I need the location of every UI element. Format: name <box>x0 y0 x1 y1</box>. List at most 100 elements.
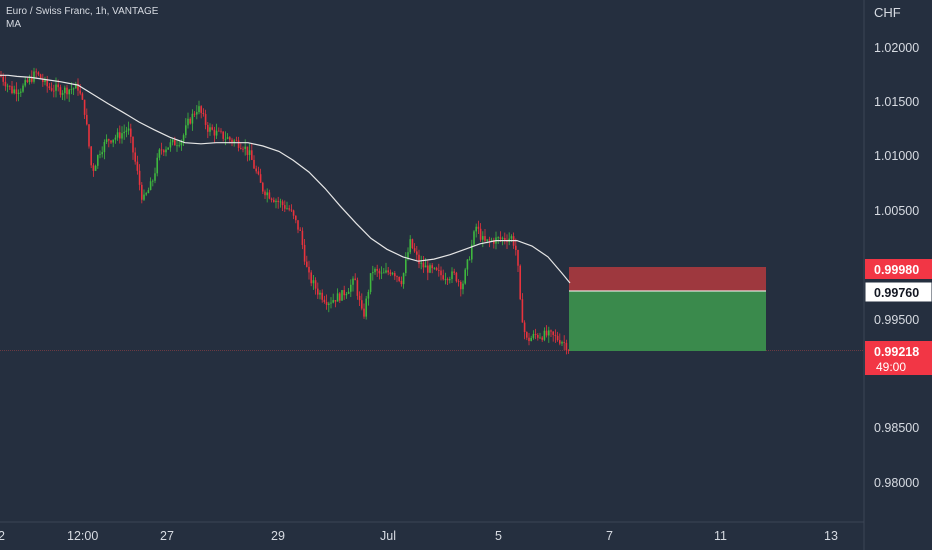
entry-price-label: 0.99760 <box>874 286 919 300</box>
candle-body <box>99 154 101 156</box>
candle-body <box>255 168 257 172</box>
take-profit-zone[interactable] <box>569 291 766 351</box>
y-tick-label: 0.98000 <box>874 476 919 490</box>
candle-body <box>17 92 20 94</box>
candle-body <box>57 84 59 88</box>
candle-body <box>460 281 462 290</box>
candle-body <box>517 250 519 266</box>
candle-body <box>86 114 88 125</box>
candle-body <box>218 130 220 132</box>
candle-body <box>389 272 392 275</box>
candle-body <box>422 262 425 268</box>
bar-countdown-label: 49:00 <box>876 360 906 374</box>
stop-loss-zone[interactable] <box>569 267 766 291</box>
candle-body <box>449 279 451 281</box>
candle-body <box>310 272 312 284</box>
candle-body <box>75 83 77 89</box>
candle-body <box>396 276 398 278</box>
candle-body <box>152 180 154 182</box>
candle-body <box>2 76 4 82</box>
candle-body <box>385 270 387 273</box>
candle-body <box>189 118 191 124</box>
candle-body <box>11 86 13 94</box>
candle-body <box>466 259 469 270</box>
candle-body <box>53 90 55 92</box>
candle-body <box>411 239 414 249</box>
candle-body <box>526 332 528 338</box>
candle-body <box>550 330 552 332</box>
candle-body <box>202 112 205 115</box>
candle-body <box>248 150 251 155</box>
candle-body <box>464 269 466 284</box>
candle-body <box>442 275 444 280</box>
candle-body <box>290 209 293 211</box>
candle-body <box>253 159 255 169</box>
candle-body <box>64 87 66 94</box>
candle-body <box>499 237 502 239</box>
candle-body <box>420 262 422 264</box>
y-tick-label: 1.00500 <box>874 204 919 218</box>
candle-body <box>378 270 381 274</box>
candle-body <box>264 191 266 196</box>
candle-body <box>552 331 554 335</box>
candle-body <box>105 139 108 142</box>
candle-body <box>101 152 103 155</box>
candle-body <box>116 132 119 138</box>
time-axis[interactable]: 2 12:00 27 29 Jul 5 7 11 13 <box>0 529 838 543</box>
candle-body <box>22 85 24 92</box>
candle-body <box>226 137 229 139</box>
candle-body <box>158 149 161 158</box>
candle-body <box>462 283 464 290</box>
indicator-label[interactable]: MA <box>6 19 21 30</box>
candle-body <box>279 201 282 203</box>
candle-body <box>66 87 68 95</box>
candle-body <box>306 261 308 267</box>
candle-body <box>402 273 405 285</box>
x-tick-label: 7 <box>606 529 613 543</box>
candle-body <box>312 280 315 284</box>
price-axis[interactable]: 1.02000 1.01500 1.01000 1.00500 0.99500 … <box>874 41 919 490</box>
candle-body <box>83 99 86 115</box>
candle-body <box>48 86 51 89</box>
candle-body <box>295 215 297 221</box>
candle-body <box>336 293 339 302</box>
candle-body <box>413 248 416 252</box>
candle-body <box>259 174 262 183</box>
chart-header: Euro / Swiss Franc, 1h, VANTAGE MA <box>6 5 158 31</box>
x-tick-label: 2 <box>0 529 5 543</box>
candle-body <box>380 272 383 274</box>
candle-body <box>13 89 15 94</box>
candle-series <box>0 67 570 355</box>
candle-body <box>178 145 180 147</box>
candle-body <box>330 302 332 304</box>
candle-body <box>363 308 365 317</box>
candle-body <box>163 150 165 153</box>
candle-body <box>193 113 196 115</box>
candle-body <box>424 265 427 268</box>
candle-body <box>510 236 513 239</box>
candle-body <box>125 130 128 132</box>
candle-body <box>438 269 440 271</box>
x-tick-label: 5 <box>495 529 502 543</box>
candle-body <box>521 299 524 323</box>
candle-body <box>435 267 438 270</box>
candle-body <box>372 272 374 274</box>
candle-body <box>61 93 64 95</box>
candle-body <box>240 147 242 149</box>
symbol-title[interactable]: Euro / Swiss Franc, 1h, VANTAGE <box>6 6 159 17</box>
candle-body <box>519 265 521 300</box>
candle-body <box>242 148 244 150</box>
candle-body <box>347 291 350 294</box>
candle-body <box>361 300 363 309</box>
candle-body <box>244 146 246 149</box>
candle-body <box>286 208 288 210</box>
candle-body <box>523 322 526 333</box>
candle-body <box>528 337 530 342</box>
candle-body <box>471 244 473 260</box>
candle-body <box>270 198 273 200</box>
candle-body <box>174 139 176 146</box>
candle-body <box>356 280 359 296</box>
candle-body <box>400 280 403 285</box>
moving-average-line <box>0 74 571 284</box>
